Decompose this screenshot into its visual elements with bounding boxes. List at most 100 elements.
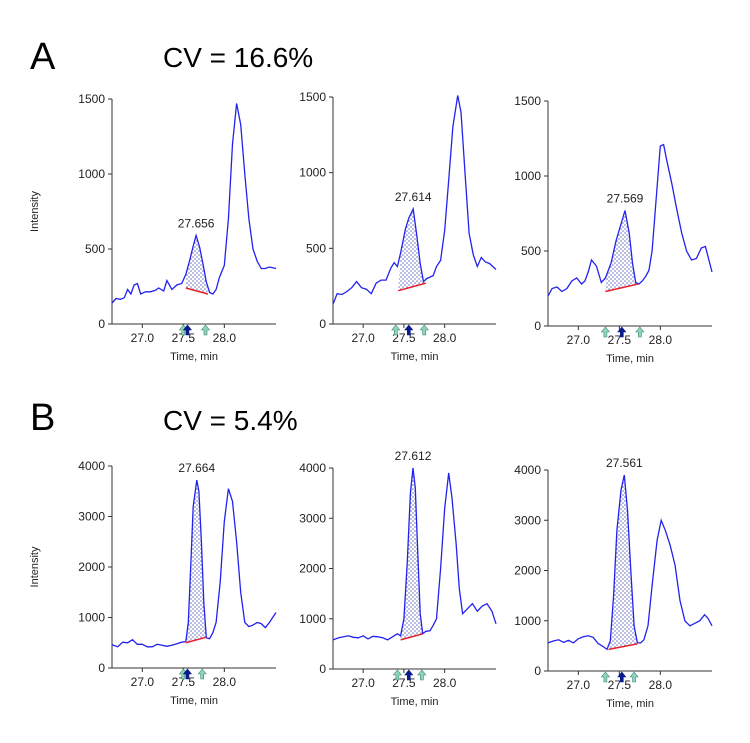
series-line (547, 474, 713, 651)
peak-boundary-marker (629, 671, 639, 683)
y-tick-label: 0 (319, 317, 326, 331)
integration-baseline (608, 643, 638, 651)
peak-area-shading (400, 468, 423, 640)
x-tick-label: 27.0 (567, 333, 591, 347)
y-tick-label: 1000 (78, 167, 105, 181)
x-tick-label: 28.0 (649, 678, 673, 692)
peak-boundary-marker (600, 326, 611, 338)
series-line (111, 479, 277, 648)
y-tick-label: 0 (98, 317, 105, 331)
peak-boundary-marker (392, 669, 403, 681)
y-tick-label: 1000 (299, 166, 326, 180)
integration-baseline (400, 633, 423, 641)
x-axis-label: Time, min (391, 351, 439, 363)
y-tick-label: 0 (534, 319, 541, 333)
y-axis-label: Intensity (29, 546, 41, 587)
integration-baseline (398, 282, 427, 292)
y-tick-label: 1500 (299, 90, 326, 104)
peak-apex-marker (404, 324, 414, 336)
peak-apex-marker (182, 668, 193, 680)
y-tick-label: 1500 (78, 92, 105, 106)
y-tick-label: 1000 (78, 611, 105, 625)
chart-1: 0 500 1000 1500 27.0 27.5 28.0 Time, min Intensi… (29, 92, 277, 363)
panel-letter-a: A (30, 36, 56, 78)
peak-time-label: 27.561 (606, 456, 643, 470)
integration-baseline (605, 283, 639, 293)
x-tick-label: 27.5 (608, 333, 632, 347)
peak-area-shading (608, 475, 638, 650)
panel-letter-b: B (30, 397, 56, 439)
x-tick-label: 27.5 (172, 675, 196, 689)
peak-apex-marker (617, 326, 627, 338)
peak-boundary-marker (417, 669, 427, 681)
x-tick-label: 28.0 (433, 676, 457, 690)
peak-area-shading (185, 235, 208, 294)
peak-boundary-marker (419, 324, 429, 336)
peak-boundary-marker (200, 324, 211, 336)
x-axis-label: Time, min (606, 353, 654, 365)
y-tick-label: 500 (521, 244, 541, 258)
y-tick-label: 1000 (299, 612, 326, 626)
y-tick-label: 1500 (514, 94, 541, 108)
x-tick-label: 27.0 (131, 331, 155, 345)
peak-boundary-marker (635, 326, 645, 338)
integration-baseline (185, 636, 207, 644)
x-tick-label: 27.5 (608, 678, 632, 692)
cv-label-b: CV = 5.4% (163, 405, 298, 436)
cv-label-a: CV = 16.6% (163, 42, 314, 73)
x-tick-label: 28.0 (213, 331, 237, 345)
y-tick-label: 500 (85, 242, 105, 256)
integration-baseline (185, 287, 209, 295)
x-tick-label: 27.0 (351, 676, 375, 690)
x-tick-label: 27.0 (351, 331, 375, 345)
peak-apex-marker (617, 671, 627, 683)
y-tick-label: 4000 (514, 463, 541, 477)
x-axis-label: Time, min (606, 698, 654, 710)
chart-3: 0 500 1000 1500 27.0 27.5 28.0 Time, min 27.569 (514, 94, 713, 365)
peak-time-label: 27.614 (395, 190, 432, 204)
x-tick-label: 28.0 (213, 675, 237, 689)
peak-boundary-marker (600, 671, 611, 683)
y-tick-label: 500 (306, 241, 326, 255)
y-tick-label: 0 (534, 664, 541, 678)
x-axis-label: Time, min (170, 695, 218, 707)
series-line (111, 103, 277, 304)
peak-area-shading (605, 210, 639, 292)
y-axis-label: Intensity (29, 191, 41, 232)
peak-area-shading (398, 209, 426, 291)
chart-6: 0 1000 2000 3000 4000 27.0 27.5 28.0 Time, min 27… (514, 456, 713, 710)
x-axis-label: Time, min (170, 351, 218, 363)
x-tick-label: 27.0 (567, 678, 591, 692)
peak-time-label: 27.664 (178, 461, 215, 475)
chart-4: 0 1000 2000 3000 4000 27.0 27.5 28.0 Time, min In… (29, 459, 277, 707)
y-tick-label: 1000 (514, 614, 541, 628)
peak-time-label: 27.612 (395, 449, 432, 463)
peak-apex-marker (404, 669, 414, 681)
y-tick-label: 3000 (299, 511, 326, 525)
x-tick-label: 27.5 (172, 331, 196, 345)
y-tick-label: 0 (98, 661, 105, 675)
y-tick-label: 1000 (514, 169, 541, 183)
y-tick-label: 4000 (299, 461, 326, 475)
y-tick-label: 0 (319, 662, 326, 676)
peak-apex-marker (182, 324, 193, 336)
x-tick-label: 28.0 (649, 333, 673, 347)
y-tick-label: 2000 (78, 560, 105, 574)
peak-boundary-marker (391, 324, 401, 336)
y-tick-label: 2000 (514, 564, 541, 578)
x-axis-label: Time, min (391, 696, 439, 708)
peak-time-label: 27.569 (607, 192, 644, 206)
y-tick-label: 4000 (78, 459, 105, 473)
series-line (332, 467, 497, 641)
y-tick-label: 3000 (78, 510, 105, 524)
x-tick-label: 27.0 (131, 675, 155, 689)
series-line (332, 95, 497, 305)
peak-area-shading (185, 480, 207, 643)
x-tick-label: 28.0 (433, 331, 457, 345)
y-tick-label: 3000 (514, 513, 541, 527)
peak-time-label: 27.656 (178, 217, 215, 231)
y-tick-label: 2000 (299, 562, 326, 576)
